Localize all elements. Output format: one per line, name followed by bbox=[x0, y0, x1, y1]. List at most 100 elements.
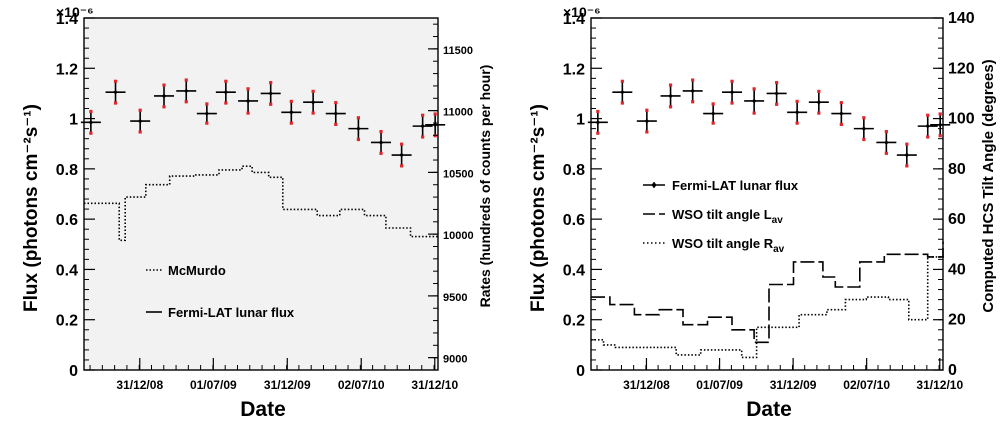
y2-tick-label: 100 bbox=[948, 111, 975, 128]
y-tick-label: 1.4 bbox=[563, 11, 585, 28]
marker bbox=[433, 123, 437, 127]
error-cap-bottom bbox=[224, 101, 228, 105]
data-point bbox=[260, 80, 281, 106]
error-cap-bottom bbox=[421, 135, 425, 139]
error-cap-top bbox=[645, 108, 649, 112]
marker bbox=[795, 110, 799, 114]
marker bbox=[379, 140, 383, 145]
x-axis-title: Date bbox=[746, 398, 792, 421]
marker bbox=[269, 91, 273, 96]
error-cap-bottom bbox=[379, 151, 383, 155]
error-cap-bottom bbox=[668, 105, 673, 109]
error-cap-bottom bbox=[775, 102, 779, 106]
error-cap-bottom bbox=[839, 122, 843, 126]
data-point bbox=[876, 130, 897, 155]
data-point bbox=[612, 79, 633, 105]
marker bbox=[311, 100, 315, 104]
error-cap-top bbox=[905, 142, 909, 146]
marker bbox=[862, 127, 866, 131]
marker bbox=[752, 99, 756, 103]
y2-axis-title: Rates (hundreds of counts per hour) bbox=[477, 65, 493, 308]
data-point bbox=[896, 142, 917, 168]
error-cap-top bbox=[620, 79, 624, 83]
marker bbox=[730, 90, 734, 94]
error-cap-top bbox=[162, 83, 166, 87]
right-chart-panel: 0 0.2 0.4 0.6 0.8 1 1.2 1.4×10⁻⁶ 0 20 40 60 80 100 120… bbox=[528, 4, 997, 421]
data-point bbox=[412, 113, 433, 139]
left-chart-panel: 0 0.2 0.4 0.6 0.8 1 1.2 1.4×10⁻⁶ 9000 9500 10000 10… bbox=[21, 4, 493, 421]
error-cap-top bbox=[691, 78, 695, 82]
y2-tick-label: 11000 bbox=[443, 107, 473, 119]
error-cap-bottom bbox=[926, 135, 930, 139]
legend-subscript: av bbox=[773, 244, 785, 255]
data-point bbox=[682, 78, 703, 104]
error-cap-top bbox=[400, 142, 404, 146]
y-axis-title: Flux (photons cm⁻²s⁻¹) bbox=[21, 104, 42, 312]
x-tick-label: 01/07/09 bbox=[696, 378, 743, 392]
data-point bbox=[766, 80, 787, 106]
data-point bbox=[371, 130, 392, 155]
marker bbox=[817, 100, 821, 104]
x-tick-label: 01/07/09 bbox=[190, 378, 237, 392]
marker bbox=[645, 119, 649, 123]
x-tick-label: 31/12/10 bbox=[916, 378, 963, 392]
y-tick-label: 0.8 bbox=[56, 162, 78, 179]
error-cap-bottom bbox=[645, 130, 649, 134]
error-cap-top bbox=[839, 101, 843, 105]
x-tick-label: 02/07/10 bbox=[843, 378, 890, 392]
marker bbox=[775, 91, 779, 96]
error-cap-bottom bbox=[862, 137, 866, 142]
y-tick-label: 0.6 bbox=[563, 212, 585, 229]
legend-subscript: av bbox=[772, 215, 784, 226]
plot-area-background bbox=[84, 18, 438, 370]
marker bbox=[620, 90, 624, 94]
marker bbox=[334, 111, 338, 116]
error-cap-bottom bbox=[138, 130, 142, 134]
marker bbox=[205, 111, 209, 116]
error-cap-bottom bbox=[311, 111, 315, 115]
x-tick-label: 31/12/10 bbox=[411, 378, 458, 392]
error-cap-top bbox=[926, 113, 930, 117]
marker bbox=[113, 90, 118, 94]
error-cap-top bbox=[113, 79, 118, 83]
error-cap-bottom bbox=[711, 121, 715, 125]
error-cap-bottom bbox=[162, 105, 166, 109]
error-cap-top bbox=[596, 109, 600, 114]
data-point bbox=[787, 99, 808, 125]
error-cap-top bbox=[269, 80, 273, 85]
marker bbox=[400, 153, 404, 157]
legend: McMurdo Fermi-LAT lunar flux bbox=[146, 263, 295, 320]
data-point bbox=[703, 102, 724, 125]
y-exponent-label: ×10⁻⁶ bbox=[56, 4, 94, 20]
marker bbox=[596, 120, 600, 124]
y2-tick-label: 140 bbox=[948, 10, 975, 27]
y2-tick-label: 40 bbox=[948, 261, 966, 278]
data-point bbox=[154, 83, 175, 109]
error-cap-top bbox=[138, 108, 142, 112]
error-cap-bottom bbox=[205, 121, 209, 125]
data-point bbox=[303, 89, 324, 115]
error-cap-bottom bbox=[730, 101, 734, 105]
data-point bbox=[831, 101, 852, 126]
marker bbox=[926, 124, 930, 128]
error-cap-bottom bbox=[269, 102, 273, 106]
x-tick-label: 31/12/08 bbox=[116, 378, 163, 392]
y-tick-label: 1.2 bbox=[56, 61, 78, 78]
error-cap-bottom bbox=[620, 101, 624, 105]
error-cap-top bbox=[752, 87, 756, 91]
y-axis-title: Flux (photons cm⁻²s⁻¹) bbox=[528, 104, 549, 312]
y-tick-label: 0 bbox=[576, 363, 585, 380]
y2-tick-label: 10500 bbox=[443, 168, 474, 180]
error-cap-bottom bbox=[113, 101, 118, 105]
marker bbox=[668, 94, 673, 98]
data-point bbox=[281, 99, 302, 125]
error-cap-top bbox=[89, 109, 93, 114]
data-point bbox=[196, 102, 217, 125]
error-cap-bottom bbox=[246, 111, 250, 115]
y-tick-label: 1 bbox=[576, 112, 585, 129]
y-tick-label: 0.8 bbox=[563, 162, 585, 179]
y2-tick-label: 0 bbox=[948, 362, 957, 379]
data-point bbox=[660, 83, 681, 109]
error-cap-top bbox=[775, 80, 779, 85]
y-exponent-label: ×10⁻⁶ bbox=[563, 4, 601, 20]
